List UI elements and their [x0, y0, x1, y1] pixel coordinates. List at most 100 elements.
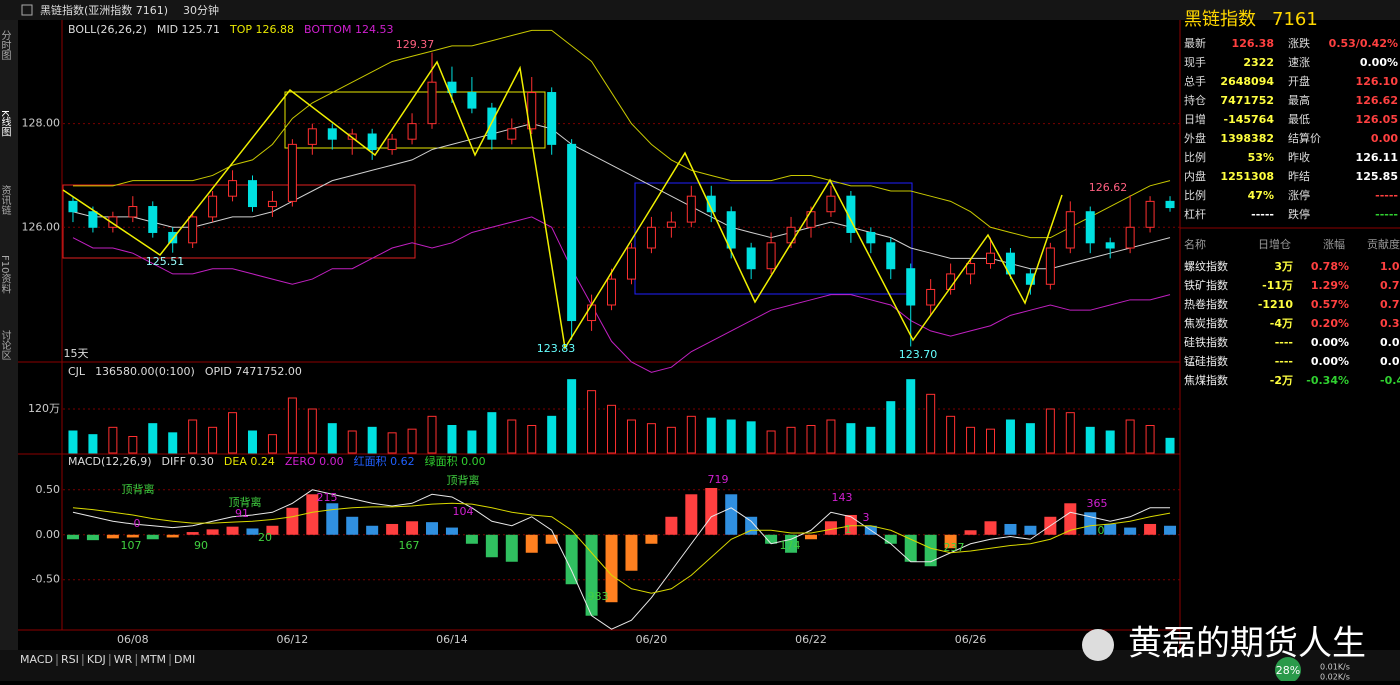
macd-annotation: 174 — [780, 539, 801, 552]
indicator-tab[interactable]: WR — [114, 653, 133, 666]
macd-annotation: 20 — [258, 531, 272, 544]
sector-change: -4万 — [1270, 317, 1293, 330]
macd-bar — [565, 534, 578, 585]
side-tab[interactable]: K线图 — [0, 110, 11, 137]
side-tab[interactable]: 分时图 — [0, 30, 11, 61]
box — [634, 182, 913, 295]
macd-bar — [545, 534, 558, 544]
indicator-tab[interactable]: MTM — [140, 653, 166, 666]
volume-bar — [267, 434, 277, 454]
sector-name: 硅铁指数 — [1184, 335, 1228, 349]
volume-bar — [507, 419, 517, 454]
quote-label: 速涨 — [1288, 56, 1310, 69]
indicator-line — [72, 216, 1171, 373]
macd-annotation: 顶背离 — [447, 473, 480, 487]
sector-name: 铁矿指数 — [1184, 278, 1228, 292]
period-select[interactable]: 30分钟 — [183, 3, 219, 17]
watermark: 黄磊的期货人生 — [1128, 624, 1366, 664]
trend-zigzag — [62, 60, 1063, 351]
sector-pct: -0.34% — [1306, 374, 1349, 387]
price-annotation: 123.83 — [537, 342, 576, 355]
candle-body — [726, 211, 736, 249]
indicator-tab[interactable]: DMI — [174, 653, 195, 666]
box — [284, 91, 546, 149]
indicator-tab[interactable]: RSI — [61, 653, 79, 666]
macd-bar — [944, 534, 957, 549]
indicator-tab[interactable]: MACD — [20, 653, 53, 666]
macd-bar — [605, 534, 618, 603]
volume-bar — [367, 426, 377, 454]
indicator-legend: MID 125.71 — [157, 23, 220, 36]
volume-bar — [347, 430, 357, 454]
quote-value: 2648094 — [1220, 75, 1274, 88]
quote-value: 2322 — [1243, 56, 1274, 69]
macd-annotation: 983 — [588, 590, 609, 603]
quote-value: 0.00 — [1371, 132, 1398, 145]
macd-bar — [386, 523, 399, 535]
side-tab[interactable]: 资讯链 — [0, 185, 11, 215]
volume-bar — [88, 434, 98, 454]
candle-body — [826, 195, 836, 213]
volume-bar — [1025, 423, 1035, 454]
quote-label: 总手 — [1184, 74, 1206, 88]
volume-bar — [547, 415, 557, 454]
quote-value: 1251308 — [1220, 170, 1274, 183]
sector-pct: 0.00% — [1311, 336, 1349, 349]
candle-body — [307, 128, 317, 145]
side-tab[interactable]: 讨论区 — [0, 330, 11, 360]
quote-label: 比例 — [1184, 188, 1206, 202]
price-annotation: 15天 — [64, 347, 89, 360]
volume-bar — [986, 428, 996, 454]
indicator-tab[interactable]: KDJ — [87, 653, 106, 666]
macd-bar — [485, 534, 498, 558]
macd-bar — [86, 534, 99, 541]
candle-body — [1125, 226, 1135, 249]
status-cpu: 28% — [1276, 664, 1300, 677]
volume-bar — [327, 423, 337, 454]
candle-body — [906, 268, 916, 306]
indicator-line — [72, 502, 1171, 594]
volume-bar — [706, 417, 716, 454]
macd-annotation: 0 — [1098, 524, 1105, 537]
quote-value: 126.11 — [1356, 151, 1398, 164]
quote-label: 最高 — [1288, 93, 1310, 107]
macd-bar — [505, 534, 518, 562]
quote-value: 0.00% — [1360, 56, 1398, 69]
sector-header: 名称 — [1184, 237, 1206, 251]
candle-body — [607, 278, 617, 306]
box — [62, 184, 416, 259]
candle-body — [1025, 273, 1035, 285]
status-net: 0.01K/s — [1320, 663, 1350, 672]
candle-body — [168, 231, 178, 244]
volume-bar — [1085, 426, 1095, 454]
macd-bar — [306, 494, 319, 535]
volume-bar — [527, 425, 537, 454]
volume-bar — [287, 397, 297, 454]
price-annotation: 123.70 — [899, 348, 938, 361]
macd-bar — [465, 534, 478, 544]
quote-label: 涨停 — [1288, 188, 1310, 202]
quote-label: 结算价 — [1288, 131, 1321, 145]
macd-bar — [984, 521, 997, 535]
quote-value: ----- — [1251, 208, 1274, 221]
quote-value: ----- — [1375, 208, 1398, 221]
macd-bar — [525, 534, 538, 553]
quote-value: 126.62 — [1356, 94, 1398, 107]
indicator-legend: DEA 0.24 — [224, 455, 275, 468]
quote-value: 47% — [1248, 189, 1274, 202]
x-tick-label: 06/22 — [795, 633, 827, 646]
macd-annotation: 143 — [832, 491, 853, 504]
candle-body — [267, 200, 277, 208]
candle-body — [1165, 200, 1175, 209]
volume-bar — [926, 393, 936, 454]
volume-bar — [168, 432, 178, 454]
candle-body — [247, 180, 257, 208]
side-tab[interactable]: F10资料 — [0, 255, 11, 294]
volume-bar — [128, 436, 138, 454]
status-ring — [1275, 657, 1301, 683]
candle-body — [427, 81, 437, 125]
quote-label: 内盘 — [1184, 169, 1206, 183]
sector-pct: 0.78% — [1311, 260, 1349, 273]
volume-bar — [247, 430, 257, 454]
quote-label: 涨跌 — [1288, 36, 1310, 50]
